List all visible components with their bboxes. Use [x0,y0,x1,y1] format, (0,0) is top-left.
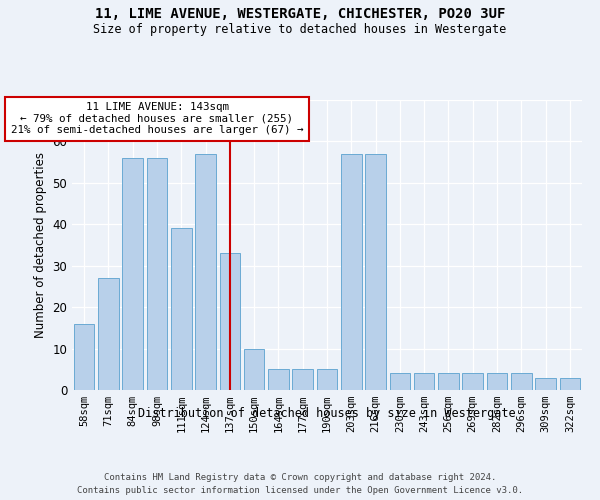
Bar [122,158,143,390]
Text: Contains HM Land Registry data © Crown copyright and database right 2024.
Contai: Contains HM Land Registry data © Crown c… [77,474,523,495]
Text: 11 LIME AVENUE: 143sqm
← 79% of detached houses are smaller (255)
21% of semi-de: 11 LIME AVENUE: 143sqm ← 79% of detached… [11,102,303,135]
Bar [560,378,580,390]
Bar [511,374,532,390]
Bar [74,324,94,390]
Bar [146,158,167,390]
Bar [389,374,410,390]
Bar [220,254,240,390]
Bar [317,370,337,390]
Bar [171,228,191,390]
Y-axis label: Number of detached properties: Number of detached properties [34,152,47,338]
Bar [292,370,313,390]
Bar [487,374,508,390]
Bar [244,348,265,390]
Bar [414,374,434,390]
Bar [195,154,216,390]
Bar [98,278,119,390]
Text: Size of property relative to detached houses in Westergate: Size of property relative to detached ho… [94,22,506,36]
Text: Distribution of detached houses by size in Westergate: Distribution of detached houses by size … [138,408,516,420]
Bar [438,374,459,390]
Bar [365,154,386,390]
Bar [341,154,362,390]
Bar [268,370,289,390]
Bar [463,374,483,390]
Bar [535,378,556,390]
Text: 11, LIME AVENUE, WESTERGATE, CHICHESTER, PO20 3UF: 11, LIME AVENUE, WESTERGATE, CHICHESTER,… [95,8,505,22]
